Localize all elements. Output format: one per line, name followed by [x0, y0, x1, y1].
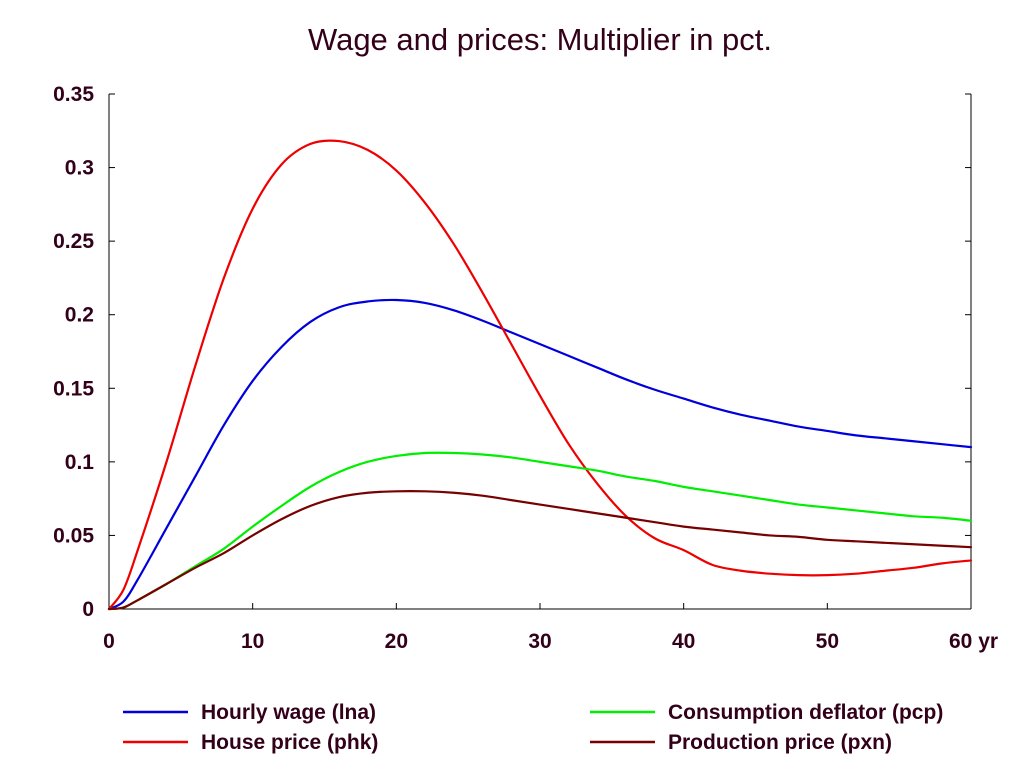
y-tick-label: 0.05: [53, 524, 94, 547]
series-consumption-deflator-line: [107, 451, 973, 611]
y-tick-label: 0.15: [53, 377, 94, 400]
y-tick-label: 0.25: [53, 230, 94, 253]
legend-hourly-wage: Hourly wage (lna): [123, 701, 376, 724]
legend-label: House price (phk): [201, 731, 378, 754]
series-group: [107, 139, 973, 611]
x-tick-label: 0: [103, 630, 115, 653]
legend: Hourly wage (lna) Consumption deflator (p…: [123, 701, 943, 754]
x-tick-label: 20: [385, 630, 408, 653]
legend-label: Hourly wage (lna): [201, 701, 376, 724]
y-ticks: 0 0.05 0.1 0.15 0.2 0.25 0.3 0.35: [53, 83, 971, 621]
y-tick-label: 0.35: [53, 83, 94, 106]
x-ticks: 0 10 20 30 40 50 60 yr: [103, 603, 998, 653]
y-tick-label: 0.2: [65, 304, 94, 327]
plot-frame: [108, 94, 972, 610]
series-production-price-line: [107, 490, 973, 611]
legend-consumption-deflator: Consumption deflator (pcp): [590, 701, 943, 724]
series-house-price-line: [107, 139, 973, 611]
y-tick-label: 0.3: [65, 157, 94, 180]
x-tick-label: 50: [816, 630, 839, 653]
x-tick-label: 10: [241, 630, 264, 653]
chart-title: Wage and prices: Multiplier in pct.: [308, 22, 772, 57]
legend-house-price: House price (phk): [123, 731, 378, 754]
legend-production-price: Production price (pxn): [590, 731, 892, 754]
x-tick-label: 30: [528, 630, 551, 653]
legend-label: Production price (pxn): [668, 731, 892, 754]
x-tick-label: 60 yr: [949, 630, 998, 653]
legend-label: Consumption deflator (pcp): [668, 701, 943, 724]
series-hourly-wage-line: [107, 298, 973, 611]
y-tick-label: 0.1: [65, 451, 95, 474]
y-tick-label: 0: [82, 598, 94, 621]
x-tick-label: 40: [672, 630, 695, 653]
